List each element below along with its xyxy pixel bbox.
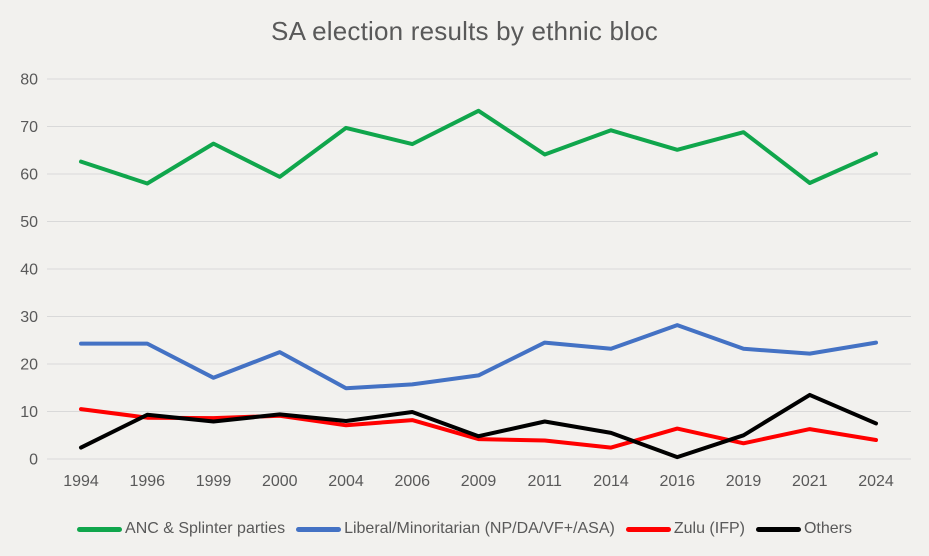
x-tick-label: 2019 bbox=[726, 473, 762, 490]
y-tick-label: 40 bbox=[20, 262, 38, 279]
legend-item: Others bbox=[755, 520, 852, 538]
x-tick-label: 2024 bbox=[858, 473, 894, 490]
legend-line-marker bbox=[296, 526, 342, 532]
y-tick-label: 50 bbox=[20, 214, 38, 231]
y-tick-label: 0 bbox=[29, 452, 38, 469]
legend-label: Others bbox=[803, 520, 852, 537]
series-line-anc-splinter-parties bbox=[79, 108, 878, 186]
x-tick-label: 2021 bbox=[792, 473, 828, 490]
y-tick-label: 60 bbox=[20, 167, 38, 184]
legend-line-marker bbox=[755, 526, 801, 532]
x-tick-label: 2016 bbox=[659, 473, 695, 490]
y-tick-label: 30 bbox=[20, 309, 38, 326]
legend: ANC & Splinter parties Liberal/Minoritari… bbox=[0, 520, 929, 538]
legend-label: ANC & Splinter parties bbox=[125, 520, 286, 537]
legend-label: Zulu (IFP) bbox=[673, 520, 745, 537]
x-tick-label: 1994 bbox=[63, 473, 99, 490]
x-tick-label: 1996 bbox=[129, 473, 165, 490]
y-tick-label: 10 bbox=[20, 404, 38, 421]
legend-item: ANC & Splinter parties bbox=[77, 520, 285, 538]
chart-title: SA election results by ethnic bloc bbox=[271, 16, 658, 46]
y-tick-label: 20 bbox=[20, 357, 38, 374]
x-tick-label: 2009 bbox=[461, 473, 497, 490]
legend-label: Liberal/Minoritarian (NP/DA/VF+/ASA) bbox=[344, 520, 615, 537]
x-tick-label: 2000 bbox=[262, 473, 298, 490]
x-tick-label: 1999 bbox=[196, 473, 232, 490]
y-tick-label: 70 bbox=[20, 119, 38, 136]
legend-line-marker bbox=[77, 526, 123, 532]
series-line-liberal-minoritarian-np-da-vf-asa bbox=[79, 323, 878, 391]
legend-item: Liberal/Minoritarian (NP/DA/VF+/ASA) bbox=[296, 520, 615, 538]
legend-item: Zulu (IFP) bbox=[625, 520, 745, 538]
plot-area: 0 10 20 30 40 50 60 70 80 1994 1996 1999 2000 2004 200… bbox=[20, 72, 911, 490]
series-line-others bbox=[79, 392, 878, 460]
y-tick-label: 80 bbox=[20, 72, 38, 89]
series-line-zulu-ifp bbox=[79, 407, 878, 450]
x-tick-label: 2011 bbox=[528, 473, 563, 490]
x-tick-label: 2014 bbox=[593, 473, 629, 490]
x-tick-label: 2006 bbox=[394, 473, 430, 490]
x-tick-label: 2004 bbox=[328, 473, 364, 490]
legend-line-marker bbox=[625, 526, 671, 532]
